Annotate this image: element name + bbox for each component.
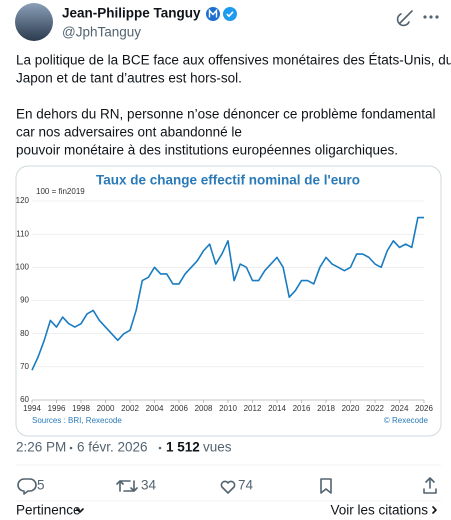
- post-text: Japon et de tant d’autres est hors-sol.: [16, 71, 242, 86]
- like-count: 74: [238, 478, 254, 493]
- x-tick-label: 2022: [366, 404, 384, 413]
- author-handle[interactable]: @JphTanguy: [62, 25, 141, 40]
- y-tick-label: 70: [20, 362, 29, 371]
- x-tick-label: 2020: [342, 404, 360, 413]
- x-tick-label: 2006: [170, 404, 188, 413]
- chart-subtitle: 100 = fin2019: [36, 187, 85, 196]
- y-tick-label: 100: [16, 262, 30, 271]
- x-tick-label: 2026: [415, 404, 433, 413]
- share-button[interactable]: [423, 477, 437, 494]
- sort-chevron: [76, 508, 84, 513]
- reply-button[interactable]: [17, 478, 37, 495]
- x-tick-label: 1996: [48, 404, 66, 413]
- chart: Taux de change effectif nominal de l'eur…: [16, 173, 434, 426]
- y-tick-label: 120: [16, 196, 30, 205]
- verified-check: [226, 11, 234, 18]
- quotes-link[interactable]: Voir les citations: [330, 503, 428, 518]
- chart-title: Taux de change effectif nominal de l'eur…: [96, 173, 360, 188]
- x-tick-label: 2004: [146, 404, 164, 413]
- chart-source: Sources : BRI, Rexecode: [32, 416, 122, 425]
- x-tick-label: 2014: [268, 404, 286, 413]
- sort-select[interactable]: Pertinence: [16, 503, 81, 518]
- x-tick-label: 2012: [244, 404, 262, 413]
- repost-count: 34: [141, 478, 157, 493]
- x-tick-label: 2018: [317, 404, 335, 413]
- like-button[interactable]: [220, 480, 236, 494]
- avatar[interactable]: [15, 3, 53, 41]
- x-tick-label: 1994: [23, 404, 41, 413]
- party-badge-m: [208, 8, 218, 18]
- y-tick-label: 60: [20, 395, 29, 404]
- view-count: 1 512: [166, 440, 200, 455]
- x-tick-label: 2010: [219, 404, 237, 413]
- post-time[interactable]: 2:26 PM: [16, 440, 66, 455]
- post-date[interactable]: 6 févr. 2026: [77, 440, 148, 455]
- view-label: vues: [203, 440, 232, 455]
- y-tick-label: 90: [20, 296, 29, 305]
- chart-credit: © Rexecode: [384, 416, 429, 425]
- x-tick-label: 2024: [391, 404, 409, 413]
- repost-button[interactable]: [116, 480, 138, 492]
- post-text: En dehors du RN, personne n’ose dénoncer…: [16, 107, 436, 122]
- y-tick-label: 110: [16, 229, 29, 238]
- bookmark-button[interactable]: [320, 478, 332, 494]
- y-tick-label: 80: [20, 329, 29, 338]
- media-frame[interactable]: [15, 165, 442, 437]
- x-tick-label: 2000: [97, 404, 115, 413]
- post-text: pouvoir monétaire à des institutions eur…: [16, 143, 398, 158]
- separator: [158, 446, 162, 450]
- separator: [69, 446, 73, 450]
- x-tick-label: 2008: [195, 404, 213, 413]
- grok-button[interactable]: [396, 10, 413, 27]
- post-text: car nos adversaires ont abandonné le: [16, 125, 242, 140]
- post-text: La politique de la BCE face aux offensiv…: [16, 53, 451, 68]
- x-tick-label: 2016: [293, 404, 311, 413]
- more-button[interactable]: [423, 15, 439, 19]
- x-tick-label: 1998: [72, 404, 90, 413]
- author-name[interactable]: Jean-Philippe Tanguy: [62, 6, 201, 21]
- reply-count: 5: [37, 478, 45, 493]
- data-line: [31, 216, 424, 371]
- x-tick-label: 2002: [121, 404, 139, 413]
- quotes-chevron: [432, 506, 437, 514]
